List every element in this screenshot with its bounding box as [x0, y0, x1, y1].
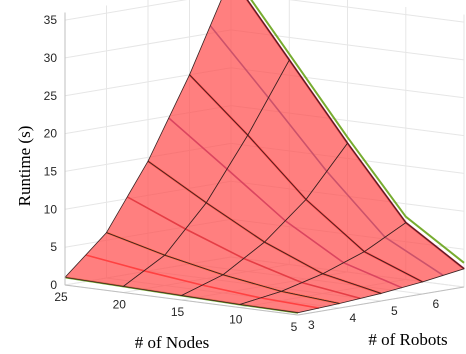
- curve-outer: [250, 0, 465, 264]
- y-axis-label: # of Robots: [368, 330, 447, 349]
- y-tick-label: 6: [433, 297, 440, 311]
- axes: [64, 12, 465, 316]
- z-axis-label: Runtime (s): [15, 126, 34, 207]
- x-axis-line: [64, 284, 299, 316]
- tick-labels: 0510152025303525201510534567: [44, 13, 440, 334]
- z-tick-label: 0: [50, 278, 57, 292]
- surface-patch: [239, 290, 340, 314]
- y-tick-label: 4: [350, 311, 357, 325]
- y-axis-line: [297, 286, 465, 316]
- x-tick-label: 5: [291, 320, 298, 334]
- grid-line-z: [64, 0, 465, 23]
- x-tick-label: 20: [113, 298, 127, 312]
- z-tick-label: 25: [44, 89, 58, 103]
- x-tick-label: 10: [229, 313, 243, 327]
- z-tick-label: 10: [44, 202, 58, 216]
- x-axis-label: # of Nodes: [135, 333, 210, 352]
- z-tick-label: 20: [44, 127, 58, 141]
- z-tick-label: 5: [50, 240, 57, 254]
- runtime-surface: [64, 0, 465, 314]
- y-tick-label: 3: [308, 318, 315, 332]
- y-tick-label: 5: [391, 304, 398, 318]
- x-tick-label: 25: [54, 290, 68, 304]
- z-tick-label: 15: [44, 164, 58, 178]
- z-tick-label: 35: [44, 13, 58, 27]
- x-tick-label: 15: [171, 305, 185, 319]
- z-tick-label: 30: [44, 51, 58, 65]
